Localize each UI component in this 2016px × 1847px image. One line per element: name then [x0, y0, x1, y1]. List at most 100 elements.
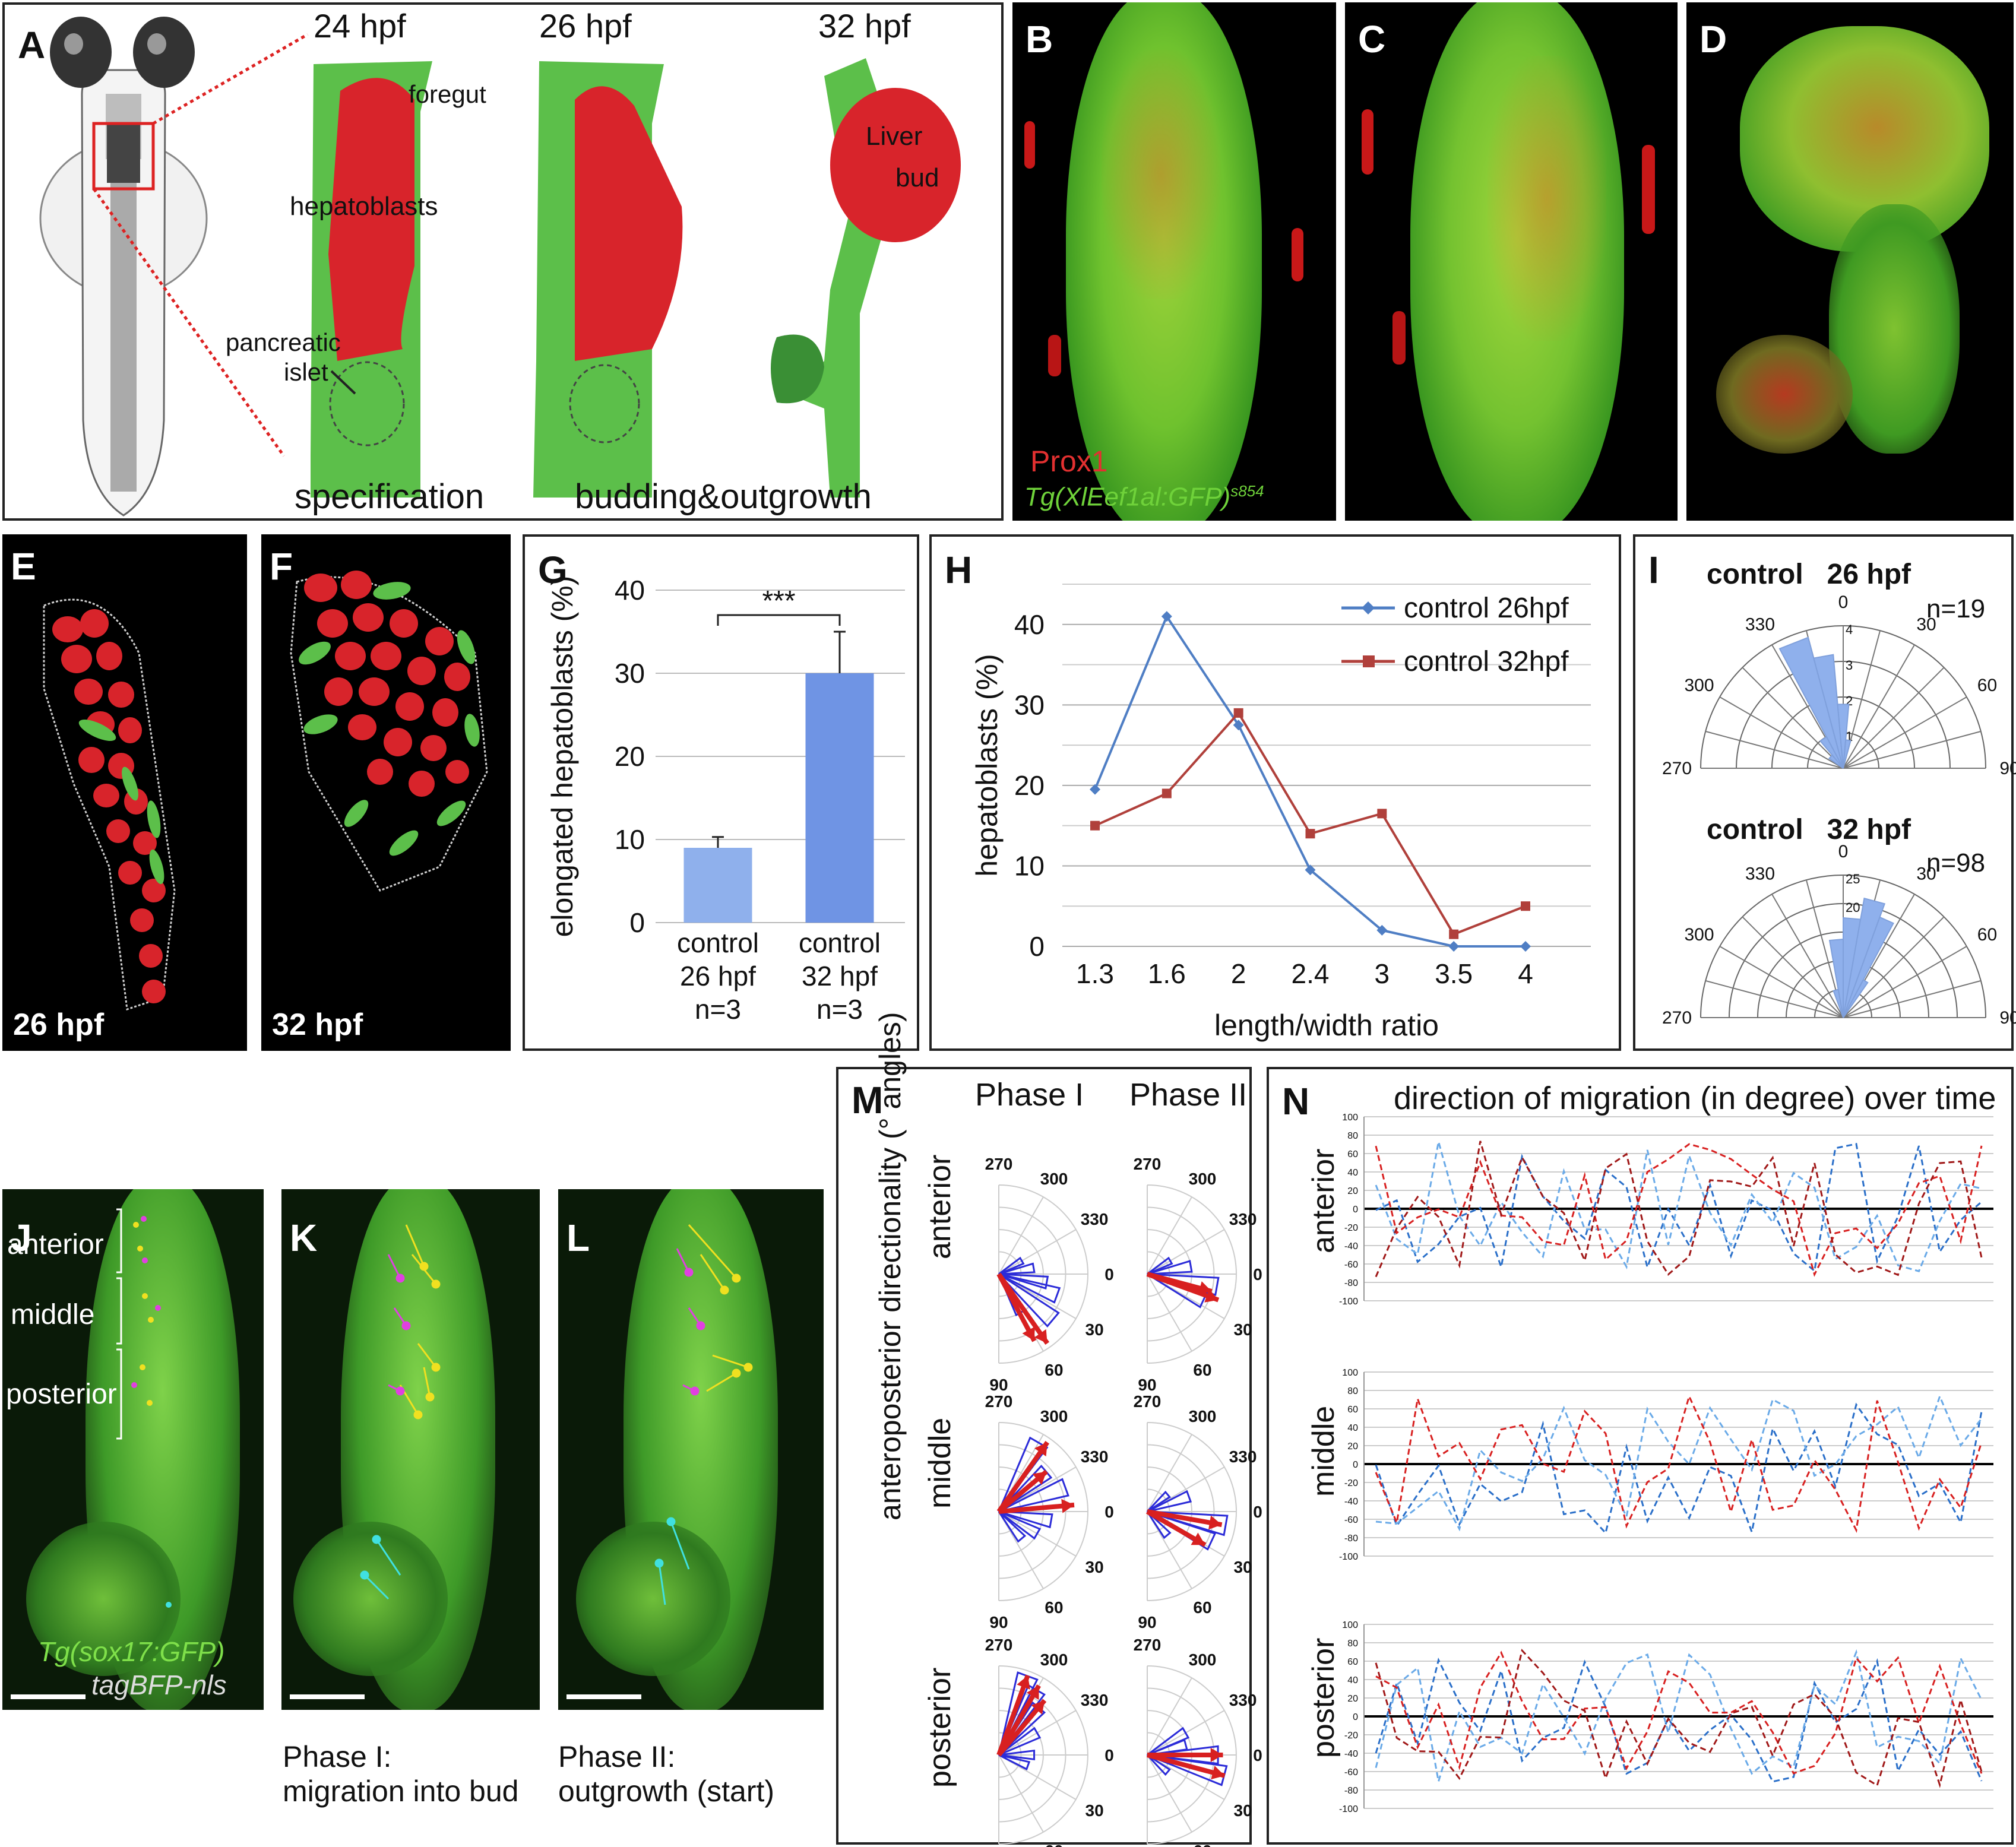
polar-petal — [1819, 736, 1844, 769]
n-ytick: 0 — [1353, 1712, 1358, 1722]
h-xtick: 1.6 — [1148, 958, 1186, 989]
panel-f: F 32 hpf — [261, 534, 511, 1051]
h-series-line — [1094, 711, 1526, 936]
legend-sox17: Tg(sox17:GFP) — [38, 1636, 225, 1667]
polar-spoke — [1719, 696, 1844, 769]
n-series-line — [1375, 1142, 1982, 1273]
rose-arrowhead — [1017, 1675, 1030, 1690]
h-ytick: 40 — [1014, 609, 1045, 640]
legend-gfp-text: Tg(XlEef1al:GFP) — [1024, 482, 1231, 512]
polar-angle-label: 90 — [1999, 1008, 2016, 1028]
n-ytick: -100 — [1339, 1804, 1358, 1814]
panel-label-j: J — [11, 1216, 32, 1259]
g-sig-bracket — [717, 614, 841, 626]
n-ytick: -20 — [1344, 1223, 1358, 1233]
h-xtick: 3 — [1375, 958, 1390, 989]
rose-arrow — [996, 1674, 1030, 1756]
rose-arrow — [996, 1273, 1037, 1342]
rose-angle-label: 60 — [1193, 1842, 1211, 1847]
rose-arrowhead — [1031, 1700, 1045, 1715]
label-bud: bud — [895, 163, 939, 192]
rose-spoke — [998, 1229, 1077, 1275]
label-islet: islet — [284, 358, 328, 386]
h-point — [1520, 941, 1531, 952]
polar-spoke — [1843, 696, 1967, 769]
tracks-k — [290, 1224, 441, 1699]
n-series-line — [1375, 1393, 1983, 1532]
rose-angle-label: 300 — [1040, 1650, 1068, 1669]
h-ylabel: hepatoblasts (%) — [970, 654, 1004, 876]
rose-angle-label: 30 — [1234, 1320, 1252, 1339]
polar-spoke — [1771, 894, 1844, 1018]
g-category-label: n=3 — [695, 994, 741, 1025]
panel-d: D — [1686, 2, 2014, 521]
polar-spoke — [1742, 667, 1844, 769]
n-ytick: 60 — [1347, 1149, 1358, 1159]
rose-arrowhead — [1061, 1498, 1075, 1513]
rose-angle-label: 0 — [1104, 1503, 1114, 1521]
time-f: 32 hpf — [272, 1008, 363, 1042]
panel-a: A 24 hpf 26 hpf 32 hpf foregut hepatobla… — [2, 2, 1004, 521]
polar-spoke — [1843, 667, 1945, 769]
panel-label-a: A — [18, 24, 46, 66]
phase-budding: budding&outgrowth — [575, 477, 872, 516]
panel-h: H 0 10 20 30 40 1.3 1.6 2 2.4 3 3.5 4 length/width r… — [929, 534, 1621, 1051]
rose-spoke — [1147, 1229, 1225, 1275]
polar-angle-label: 0 — [1838, 842, 1849, 861]
rose-angle-label: 330 — [1229, 1691, 1257, 1709]
polar-angle-label: 270 — [1662, 759, 1692, 778]
time-e: 26 hpf — [13, 1008, 105, 1042]
panel-label-n: N — [1282, 1080, 1310, 1123]
n-series-line — [1375, 1649, 1983, 1782]
n-ytick: -40 — [1344, 1497, 1358, 1507]
n-series-line — [1375, 1402, 1983, 1535]
time-series-block: 100 80 60 40 20 0 -20 -40 -60 -80 -100 — [1339, 1620, 1993, 1814]
caption-l-1: Phase II: — [558, 1740, 676, 1773]
panel-label-e: E — [11, 545, 36, 588]
n-ytick: -100 — [1339, 1552, 1358, 1562]
label-foregut: foregut — [409, 80, 486, 108]
h-legend-marker — [1363, 655, 1375, 667]
rose-arrowhead — [1208, 1515, 1222, 1530]
rose-angle-label: 300 — [1040, 1407, 1068, 1425]
rose-angle-label: 330 — [1081, 1447, 1109, 1466]
n-ytick: -20 — [1344, 1478, 1358, 1488]
rose-plots-m: 2703003300306090270300330030609027030033… — [985, 1155, 1262, 1847]
h-xtick: 3.5 — [1435, 958, 1473, 989]
rose-arrowhead — [1022, 1326, 1035, 1341]
n-ytick: 80 — [1347, 1639, 1358, 1649]
g-bar — [805, 673, 874, 923]
h-point — [1521, 901, 1530, 911]
rose-arrowhead — [1191, 1532, 1205, 1545]
panel-c: C — [1345, 2, 1678, 521]
n-ytick: 20 — [1347, 1694, 1358, 1704]
n-ytick: -80 — [1344, 1786, 1358, 1796]
g-ytick: 40 — [615, 575, 645, 606]
polar-spoke — [1719, 946, 1844, 1018]
n-ytick: -60 — [1344, 1260, 1358, 1270]
polar-spoke — [1705, 980, 1844, 1018]
h-xtick: 2 — [1231, 958, 1246, 989]
rose-petal — [998, 1510, 1042, 1540]
n-title: direction of migration (in degree) over … — [1394, 1081, 1996, 1116]
rose-angle-label: 270 — [1134, 1636, 1162, 1654]
rose-petal — [998, 1256, 1025, 1275]
bar-chart-g: 0 10 20 30 40 elongated hepatoblasts (%) contr… — [546, 575, 905, 1025]
polar-angle-label: 270 — [1662, 1008, 1692, 1028]
rose-angle-label: 90 — [1138, 1613, 1156, 1631]
polar-petal — [1843, 916, 1894, 1018]
panel-label-c: C — [1358, 18, 1386, 61]
caption-k-2: migration into bud — [283, 1775, 519, 1808]
polar-angle-label: 60 — [1977, 925, 1997, 945]
rose-petal — [998, 1510, 1053, 1529]
rose-angle-label: 60 — [1193, 1598, 1211, 1617]
panel-label-d: D — [1699, 18, 1727, 61]
rose-angle-label: 300 — [1040, 1170, 1068, 1188]
n-series-line — [1375, 1650, 1983, 1775]
rose-arrowhead — [1026, 1686, 1039, 1700]
line-chart-h: 0 10 20 30 40 1.3 1.6 2 2.4 3 3.5 4 length/width rat… — [970, 584, 1591, 1042]
rose-petal — [1147, 1260, 1193, 1275]
rose-spoke — [1147, 1196, 1192, 1275]
